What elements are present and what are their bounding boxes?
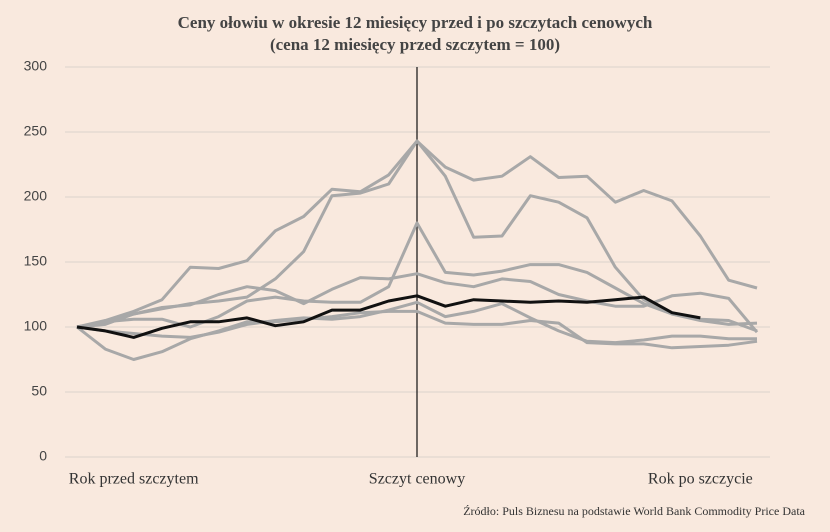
- y-tick-label: 0: [39, 448, 47, 464]
- chart-subtitle: (cena 12 miesięcy przed szczytem = 100): [270, 35, 560, 54]
- series-line: [76, 300, 757, 345]
- series-line: [76, 272, 759, 334]
- y-tick-label: 100: [24, 318, 48, 334]
- y-tick-label: 150: [24, 253, 48, 269]
- x-tick-label: Rok przed szczytem: [69, 471, 199, 488]
- series-line: [76, 221, 758, 329]
- y-tick-label: 250: [24, 123, 48, 139]
- y-tick-label: 50: [31, 383, 47, 399]
- x-tick-label: Szczyt cenowy: [369, 471, 465, 488]
- y-tick-label: 300: [24, 58, 48, 74]
- source: Źródło: Puls Biznesu na podstawie World …: [463, 504, 805, 518]
- x-tick-label: Rok po szczycie: [648, 471, 753, 488]
- chart-title: Ceny ołowiu w okresie 12 miesięcy przed …: [178, 13, 653, 32]
- y-tick-label: 200: [24, 188, 48, 204]
- series-line: [76, 294, 701, 339]
